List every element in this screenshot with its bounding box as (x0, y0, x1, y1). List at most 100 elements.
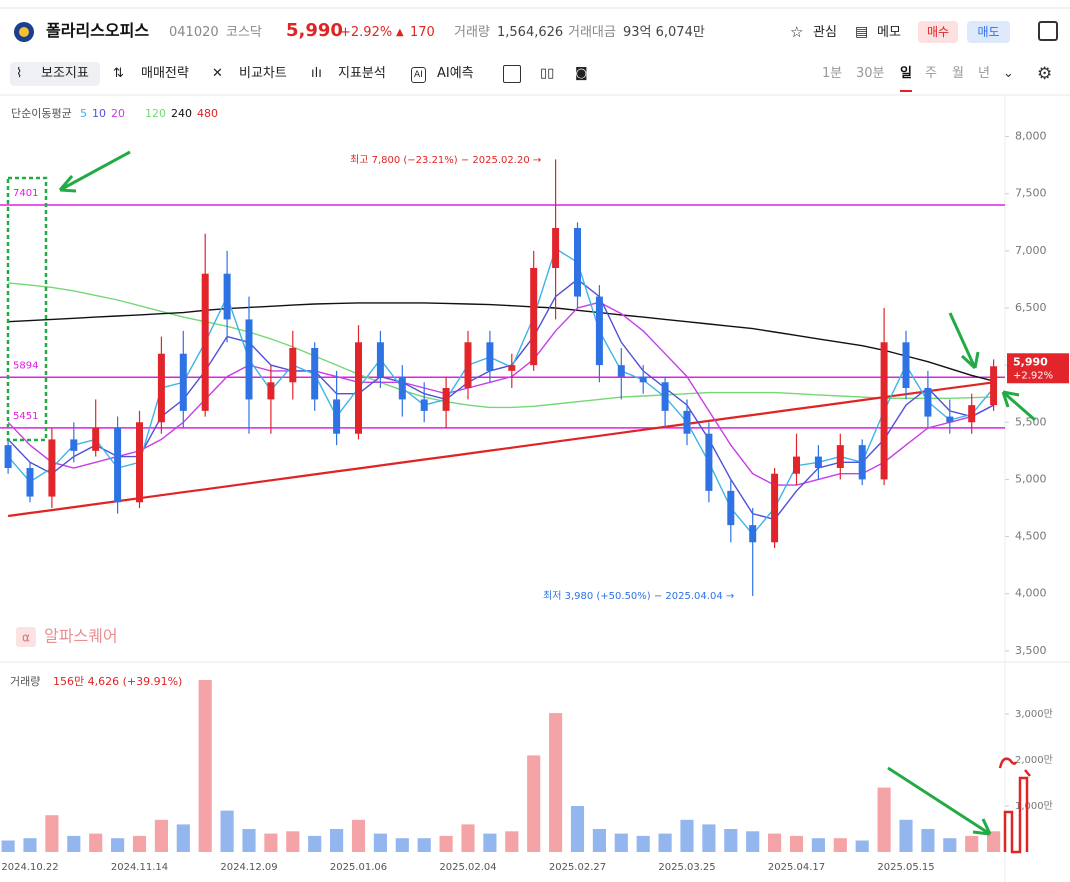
y-tick-label: 5,000 (1015, 472, 1047, 485)
volume-info: 156만 4,626 (+39.91%) (53, 675, 182, 688)
candle-body (355, 342, 362, 434)
period[interactable]: 월 (952, 66, 964, 81)
candle-body (574, 228, 581, 297)
toolbar-item[interactable]: 보조지표 (41, 66, 89, 81)
toolbar-item[interactable]: AI예측 (437, 66, 474, 81)
volume-bar (614, 833, 628, 852)
volume-bar (89, 833, 103, 852)
candle-body (683, 410, 691, 434)
candle-body (595, 296, 603, 366)
candle-body (639, 376, 647, 383)
period[interactable]: 년 (978, 66, 990, 81)
period[interactable]: 30분 (856, 66, 885, 81)
candle-body (661, 382, 669, 411)
volume-bar (154, 819, 168, 852)
candle-body (749, 525, 757, 543)
ma-line (8, 302, 994, 382)
y-tick-label: 7,500 (1015, 187, 1047, 200)
volume-title: 거래량 (10, 675, 40, 688)
period[interactable]: 주 (925, 66, 937, 81)
watermark-icon-text: α (22, 631, 30, 645)
toolbar-item[interactable]: 비교차트 (239, 66, 287, 81)
draw-box-icon[interactable] (503, 65, 521, 83)
price-tag-price: 5,990 (1013, 355, 1048, 368)
y-tick-label: 3,500 (1015, 644, 1047, 657)
volume-bar (23, 838, 37, 852)
volume-bar (111, 838, 125, 852)
settings-icon[interactable]: ⚙ (1037, 64, 1053, 84)
toolbar-icon[interactable]: ⌇ (16, 66, 23, 81)
sell-button[interactable]: 매도 (967, 21, 1010, 43)
period-active[interactable]: 일 (900, 64, 912, 92)
candle-body (486, 342, 494, 371)
volume-bar (527, 755, 541, 852)
x-tick-label: 2025.03.25 (658, 862, 715, 873)
toolbar-icon[interactable]: ✕ (212, 66, 223, 81)
toolbar-active-bg (10, 62, 100, 86)
x-tick-label: 2025.05.15 (877, 862, 934, 873)
candle-body (245, 319, 253, 400)
volume-bar (570, 806, 585, 852)
memo-icon[interactable]: ▤ (855, 24, 869, 40)
x-tick-label: 2024.12.09 (220, 862, 277, 873)
arrow (887, 766, 992, 836)
candle-body (289, 348, 297, 383)
volume-bar (855, 840, 869, 852)
x-tick-label: 2025.04.17 (768, 862, 825, 873)
candle-body (157, 353, 165, 423)
buy-button[interactable]: 매수 (918, 21, 958, 43)
high-annotation: 최고 7,800 (−23.21%) − 2025.02.20 → (350, 154, 541, 166)
candle-icon[interactable]: ▯▯ (540, 66, 555, 81)
toolbar-item[interactable]: 매매전략 (141, 66, 189, 81)
volume-bar (943, 838, 957, 852)
star-icon[interactable]: ☆ (790, 23, 804, 41)
volume-bar (286, 831, 300, 852)
legend-entry: 10 (92, 107, 106, 120)
candle-body (4, 445, 12, 468)
y-tick-label: 8,000 (1015, 130, 1047, 143)
toolbar-item[interactable]: 지표분석 (338, 66, 386, 81)
candle-body (398, 376, 406, 400)
change-pct: +2.92% (340, 25, 393, 40)
logo-inner (19, 27, 29, 37)
volume-bar (198, 679, 212, 852)
panel-icon[interactable] (1038, 21, 1058, 41)
x-tick-label: 2025.02.27 (549, 862, 606, 873)
memo-button[interactable]: 메모 (877, 25, 901, 40)
candle-body (201, 273, 209, 411)
volume-bar (242, 829, 256, 852)
volume-label: 거래량 (454, 25, 490, 40)
candle-body (136, 422, 143, 503)
volume-bar (592, 829, 606, 852)
horizontal-line-label: 7401 (13, 188, 38, 199)
arrow (58, 150, 131, 193)
chevron[interactable]: ⌄ (1003, 66, 1014, 81)
annotations (6, 150, 1036, 854)
candle-body (420, 399, 428, 411)
volume-bar (132, 835, 147, 852)
candle-body (70, 439, 78, 451)
toolbar-icon[interactable]: ⇅ (113, 66, 124, 81)
ma-line (7, 381, 994, 518)
stock-code: 041020 (169, 25, 219, 40)
candle-body (902, 342, 910, 388)
volume-bar (921, 829, 935, 852)
volume-bar (330, 829, 344, 852)
candle-body (924, 388, 932, 417)
marks: 8,0007,5007,0006,5006,0005,5005,0004,500… (0, 130, 1053, 873)
period[interactable]: 1분 (822, 66, 843, 81)
y-tick-label: 4,500 (1015, 530, 1047, 543)
candle-body (552, 228, 560, 268)
up-triangle: ▲ (396, 27, 404, 38)
y-tick-label: 4,000 (1015, 587, 1047, 600)
candle-body (311, 348, 319, 400)
watch-button[interactable]: 관심 (813, 25, 837, 40)
camera-icon[interactable]: ◙ (575, 66, 588, 81)
horizontal-line-label: 5451 (13, 411, 38, 422)
legend-entry: 120 (145, 107, 166, 120)
toolbar-icon[interactable]: ılı (311, 66, 322, 81)
x-tick-label: 2025.02.04 (439, 862, 496, 873)
toolbar-icon[interactable]: AI (411, 67, 426, 83)
amount: 93억 6,074만 (623, 25, 705, 40)
horizontal-line-label: 5894 (13, 360, 38, 371)
